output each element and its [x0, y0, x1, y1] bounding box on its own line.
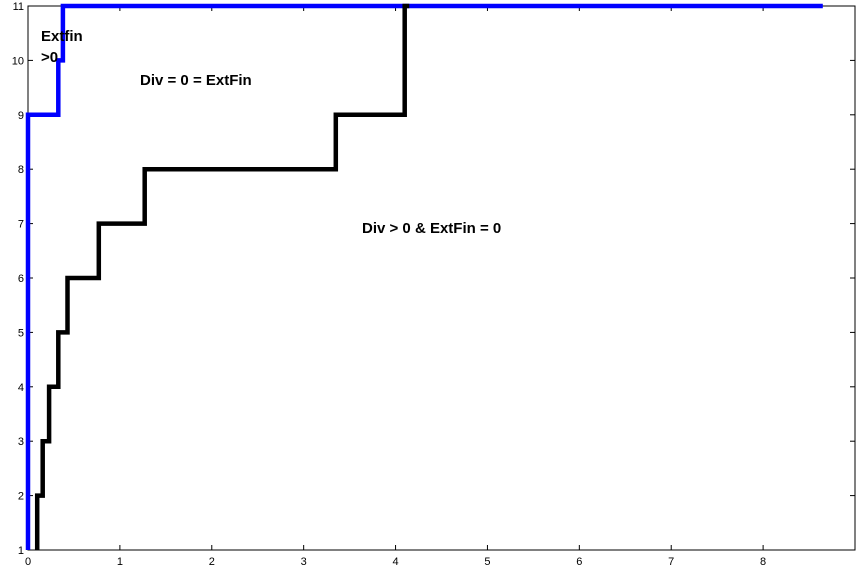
- annotation-extfin-positive-line1: Extfin: [41, 28, 83, 45]
- annotation-div-positive: Div > 0 & ExtFin = 0: [362, 220, 501, 237]
- series-line-black: [34, 3, 410, 550]
- x-tick-label: 1: [117, 556, 123, 568]
- y-tick-label: 11: [13, 1, 24, 13]
- x-tick-label: 7: [668, 556, 674, 568]
- y-tick-label: 10: [12, 55, 24, 67]
- x-tick-label: 2: [209, 556, 215, 568]
- annotation-extfin-positive-line2: >0: [41, 49, 58, 66]
- y-tick-label: 3: [18, 436, 24, 448]
- y-tick-label: 2: [18, 491, 24, 503]
- y-tick-label: 8: [18, 164, 24, 176]
- x-tick-label: 4: [392, 556, 398, 568]
- y-tick-label: 7: [18, 219, 24, 231]
- annotation-div-zero: Div = 0 = ExtFin: [140, 72, 252, 89]
- x-tick-label: 6: [576, 556, 582, 568]
- x-tick-label: 5: [484, 556, 490, 568]
- series-layer: [25, 3, 823, 550]
- annotations: Extfin >0 Div = 0 = ExtFin Div > 0 & Ext…: [41, 28, 501, 237]
- series-line-blue: [25, 3, 823, 550]
- y-tick-label: 6: [18, 273, 24, 285]
- y-tick-label: 4: [18, 382, 24, 394]
- y-tick-label: 9: [18, 110, 24, 122]
- x-tick-label: 0: [25, 556, 31, 568]
- x-tick-label: 3: [301, 556, 307, 568]
- y-tick-label: 5: [18, 327, 24, 339]
- x-tick-label: 8: [760, 556, 766, 568]
- y-tick-label: 1: [18, 545, 24, 557]
